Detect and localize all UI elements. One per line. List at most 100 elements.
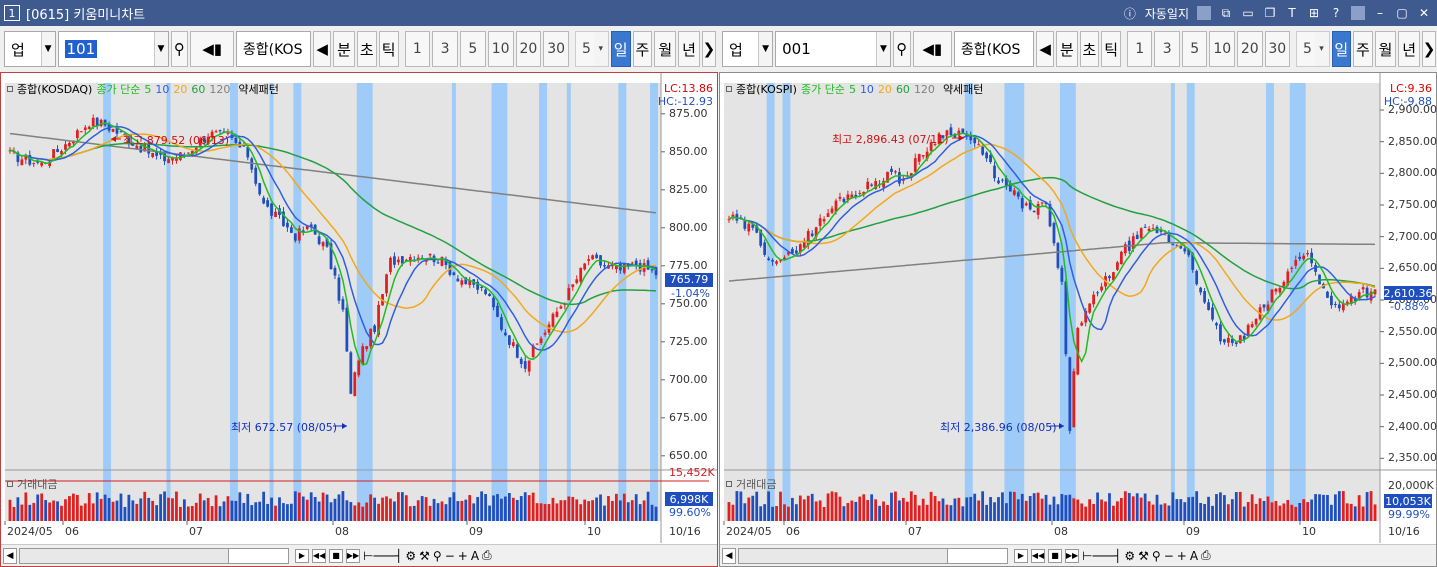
chevron-down-icon[interactable]: ▼ <box>153 32 168 66</box>
zoom-icon[interactable]: ⚲ <box>1151 548 1161 563</box>
stop-button[interactable]: ■ <box>1048 548 1062 563</box>
kospi-chart-svg[interactable] <box>720 73 1436 566</box>
tick-button[interactable]: 틱 <box>378 31 399 67</box>
day-button[interactable]: 일 <box>1331 31 1352 67</box>
scrollbar-thumb[interactable] <box>228 548 288 563</box>
day-button[interactable]: 일 <box>610 31 631 67</box>
period-20-button[interactable]: 20 <box>1236 31 1263 67</box>
candle-body <box>119 131 123 133</box>
chevron-down-icon[interactable]: ▼ <box>875 32 890 66</box>
scroll-left-button[interactable]: ◀ <box>722 547 736 564</box>
chart-tools-icon[interactable]: ⚒ <box>419 548 430 563</box>
count-spinner[interactable]: 5 ▾ <box>1296 31 1330 67</box>
minute-button[interactable]: 분 <box>333 31 355 67</box>
zoom-icon[interactable]: ⚲ <box>432 548 442 563</box>
index-name-field[interactable]: 종합(KOS <box>953 31 1035 67</box>
print-icon[interactable]: ⎙ <box>1201 548 1211 562</box>
next-button[interactable]: ❯ <box>1421 31 1436 67</box>
stop-button[interactable]: ■ <box>329 548 343 563</box>
candle-body <box>400 256 404 264</box>
chevron-down-icon[interactable]: ▾ <box>1314 32 1329 66</box>
scroll-right-button[interactable]: ▶ <box>1014 548 1028 563</box>
zoom-slider[interactable]: ⊢───┤ <box>363 548 403 563</box>
zoom-in-icon[interactable]: + <box>1176 548 1187 563</box>
fast-forward-button[interactable]: ▶▶ <box>346 548 360 563</box>
period-3-button[interactable]: 3 <box>1154 31 1180 67</box>
settings-icon[interactable]: ⚙ <box>405 548 417 563</box>
text-icon[interactable]: T <box>1288 6 1296 20</box>
period-10-button[interactable]: 10 <box>1209 31 1235 67</box>
search-button[interactable]: ⚲ <box>170 31 189 67</box>
second-button[interactable]: 초 <box>1079 31 1100 67</box>
copy-window-icon[interactable]: ❐ <box>1264 6 1276 20</box>
chevron-down-icon[interactable]: ▼ <box>758 32 773 66</box>
period-30-button[interactable]: 30 <box>543 31 569 67</box>
close-icon[interactable]: ✕ <box>1418 6 1430 20</box>
prev-button[interactable]: ◀ <box>313 31 332 67</box>
scroll-left-button[interactable]: ◀ <box>3 547 17 564</box>
period-20-button[interactable]: 20 <box>515 31 542 67</box>
autolog-icon[interactable]: ⓘ <box>1123 6 1136 21</box>
chart-scrollbar[interactable] <box>19 547 289 564</box>
week-button[interactable]: 주 <box>1353 31 1373 67</box>
prev-button[interactable]: ◀ <box>1036 31 1055 67</box>
next-button[interactable]: ❯ <box>701 31 716 67</box>
kospi-chart-panel[interactable]: 종합(KOSPI) 종가 단순 5 10 20 60 120 약세패턴 LC:9… <box>719 72 1437 567</box>
market-select[interactable]: 업 ▼ <box>4 31 56 67</box>
chart-scrollbar[interactable] <box>738 547 1008 564</box>
period-3-button[interactable]: 3 <box>432 31 458 67</box>
fast-forward-button[interactable]: ▶▶ <box>1065 548 1079 563</box>
candle-body <box>523 361 527 369</box>
code-input[interactable]: 001 ▼ <box>775 31 891 67</box>
search-button[interactable]: ⚲ <box>892 31 911 67</box>
autolog-button[interactable]: 자동일지 <box>1144 6 1189 21</box>
year-button[interactable]: 년 <box>678 31 700 67</box>
candle-body <box>1068 357 1072 432</box>
sound-button[interactable]: ◀▮ <box>912 31 952 67</box>
chart-tools-icon[interactable]: ⚒ <box>1138 548 1149 563</box>
restore-icon[interactable]: ▢ <box>1396 6 1408 20</box>
minute-button[interactable]: 분 <box>1056 31 1078 67</box>
font-icon[interactable]: A <box>470 548 480 563</box>
kosdaq-chart-panel[interactable]: 종합(KOSDAQ) 종가 단순 5 10 20 60 120 약세패턴 LC:… <box>0 72 718 567</box>
chevron-down-icon[interactable]: ▾ <box>593 32 608 66</box>
rewind-button[interactable]: ◀◀ <box>312 548 326 563</box>
period-5-button[interactable]: 5 <box>1181 31 1208 67</box>
zoom-slider[interactable]: ⊢───┤ <box>1082 548 1122 563</box>
year-button[interactable]: 년 <box>1398 31 1420 67</box>
help-icon[interactable]: ? <box>1332 6 1340 20</box>
period-5-button[interactable]: 5 <box>460 31 486 67</box>
zoom-out-icon[interactable]: − <box>1163 548 1174 563</box>
candle-body <box>68 142 71 147</box>
second-button[interactable]: 초 <box>356 31 377 67</box>
code-input[interactable]: 101 ▼ <box>57 31 169 67</box>
period-1-button[interactable]: 1 <box>404 31 431 67</box>
print-icon[interactable]: ⎙ <box>482 548 492 562</box>
minimize-icon[interactable]: – <box>1377 6 1383 20</box>
period-1-button[interactable]: 1 <box>1126 31 1153 67</box>
index-name-field[interactable]: 종합(KOS <box>235 31 312 67</box>
settings-icon[interactable]: ⚙ <box>1124 548 1136 563</box>
minimize-to-tray-icon[interactable]: ▭ <box>1242 6 1254 20</box>
scroll-right-button[interactable]: ▶ <box>295 548 309 563</box>
scrollbar-thumb[interactable] <box>947 548 1007 563</box>
month-button[interactable]: 월 <box>1374 31 1397 67</box>
y-tick-label: 650.00 <box>669 448 708 462</box>
sound-button[interactable]: ◀▮ <box>190 31 234 67</box>
chevron-down-icon[interactable]: ▼ <box>40 32 55 66</box>
tick-button[interactable]: 틱 <box>1101 31 1121 67</box>
candle-body <box>1080 322 1084 326</box>
zoom-in-icon[interactable]: + <box>457 548 468 563</box>
count-spinner[interactable]: 5 ▾ <box>575 31 609 67</box>
market-select[interactable]: 업 ▼ <box>722 31 774 67</box>
rewind-button[interactable]: ◀◀ <box>1031 548 1045 563</box>
kosdaq-chart-svg[interactable] <box>1 73 717 566</box>
period-30-button[interactable]: 30 <box>1264 31 1291 67</box>
grid-icon[interactable]: ⊞ <box>1308 6 1320 20</box>
zoom-out-icon[interactable]: − <box>444 548 455 563</box>
link-icon[interactable]: ⧉ <box>1221 5 1231 20</box>
period-10-button[interactable]: 10 <box>487 31 514 67</box>
week-button[interactable]: 주 <box>632 31 653 67</box>
font-icon[interactable]: A <box>1189 548 1199 563</box>
month-button[interactable]: 월 <box>654 31 677 67</box>
